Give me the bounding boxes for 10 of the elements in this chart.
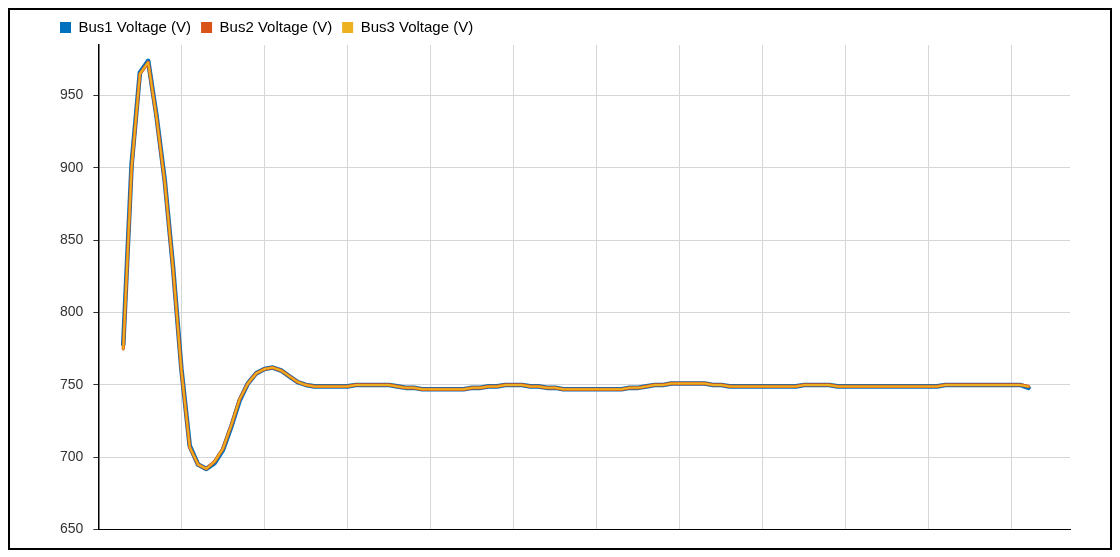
y-tick-label: 950 — [60, 86, 84, 103]
legend-label: Bus1 Voltage (V) — [78, 17, 192, 35]
legend-label: Bus3 Voltage (V) — [360, 17, 474, 35]
y-tick-label: 850 — [60, 231, 84, 248]
y-tick-label: 750 — [60, 375, 84, 392]
y-tick-label: 700 — [60, 448, 84, 465]
y-tick-label: 800 — [60, 303, 84, 320]
y-tick-label: 900 — [60, 158, 84, 175]
legend-label: Bus2 Voltage (V) — [219, 17, 333, 35]
y-tick-label: 650 — [60, 520, 84, 537]
